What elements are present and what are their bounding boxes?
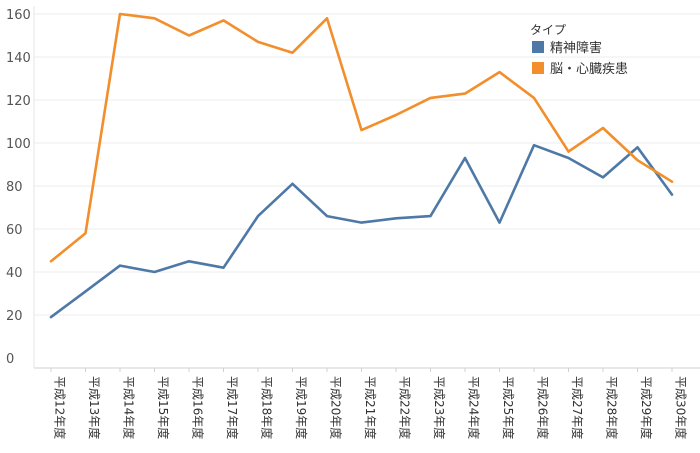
legend-label-series-2[interactable]: 脳・心臓疾患 <box>550 62 628 77</box>
x-tick-label: 平成18年度 <box>260 376 275 439</box>
x-tick-label: 平成28年度 <box>605 376 620 439</box>
y-tick-label: 40 <box>6 266 23 281</box>
y-tick-label: 20 <box>6 309 23 324</box>
y-tick-label: 160 <box>6 8 31 23</box>
y-tick-label: 60 <box>6 223 23 238</box>
y-tick-label: 120 <box>6 94 31 109</box>
series-line-1[interactable] <box>49 143 674 319</box>
series-line-2[interactable] <box>49 12 674 263</box>
x-tick-label: 平成19年度 <box>294 376 309 439</box>
x-tick-label: 平成20年度 <box>329 376 344 439</box>
x-tick-label: 平成26年度 <box>536 376 551 439</box>
y-tick-label: 80 <box>6 180 23 195</box>
legend-swatch-series-2 <box>532 62 544 74</box>
legend-title: タイプ <box>530 23 566 37</box>
x-tick-label: 平成14年度 <box>122 376 137 439</box>
x-tick-label: 平成24年度 <box>467 376 482 439</box>
axes <box>33 6 700 372</box>
x-tick-label: 平成13年度 <box>87 376 102 439</box>
x-tick-label: 平成17年度 <box>225 376 240 439</box>
x-tick-label: 平成30年度 <box>674 376 689 439</box>
x-tick-labels: 平成12年度 平成13年度 平成14年度 平成15年度 平成16年度 平成17年度 平成18… <box>53 376 689 439</box>
x-tick-label: 平成25年度 <box>501 376 516 439</box>
x-tick-label: 平成16年度 <box>191 376 206 439</box>
legend-swatch-series-1 <box>532 41 544 53</box>
x-tick-label: 平成23年度 <box>432 376 447 439</box>
legend: タイプ 精神障害 脳・心臓疾患 <box>530 23 628 77</box>
y-tick-label: 140 <box>6 51 31 66</box>
x-tick-label: 平成22年度 <box>398 376 413 439</box>
x-tick-label: 平成21年度 <box>363 376 378 439</box>
x-tick-label: 平成29年度 <box>639 376 654 439</box>
y-tick-labels: 0 20 40 60 80 100 120 140 160 <box>6 8 31 367</box>
x-tick-label: 平成27年度 <box>570 376 585 439</box>
grid-lines <box>34 13 700 316</box>
x-tick-label: 平成12年度 <box>53 376 68 439</box>
y-tick-label: 0 <box>6 352 14 367</box>
series-lines <box>49 12 674 319</box>
x-tick-label: 平成15年度 <box>156 376 171 439</box>
legend-label-series-1[interactable]: 精神障害 <box>550 40 602 56</box>
y-tick-label: 100 <box>6 137 31 152</box>
